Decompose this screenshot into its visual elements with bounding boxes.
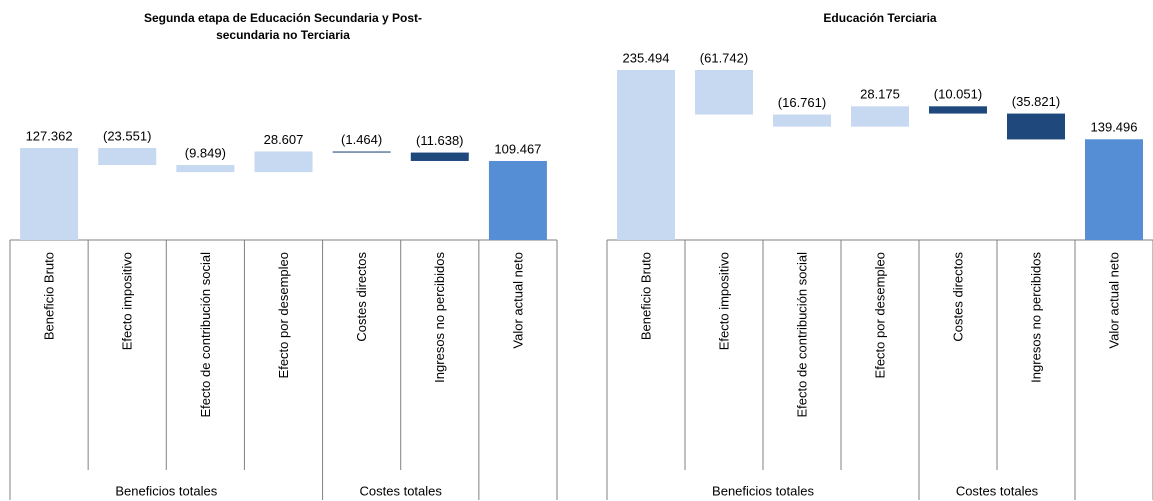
group-label: Beneficios totales (712, 483, 814, 498)
bar (254, 151, 313, 173)
category-label: Efecto impositivo (120, 252, 135, 350)
value-label: 127.362 (26, 128, 73, 143)
bar (1007, 113, 1065, 140)
value-label: 28.607 (264, 132, 304, 147)
bar (332, 151, 391, 153)
category-label: Efecto por desempleo (276, 252, 291, 378)
value-label: (61.742) (700, 50, 748, 65)
category-label: Ingresos no percibidos (432, 252, 447, 383)
bar (1085, 139, 1143, 240)
bar (176, 165, 235, 173)
value-label: (16.761) (778, 95, 826, 110)
group-label: Costes totales (360, 483, 443, 498)
category-label: Ingresos no percibidos (1028, 252, 1043, 383)
bar (617, 69, 675, 241)
value-label: 28.175 (860, 87, 900, 102)
value-label: 235.494 (623, 50, 670, 65)
bar (98, 148, 157, 166)
bar (929, 106, 987, 114)
category-label: Beneficio Bruto (42, 252, 57, 340)
chart-title: Segunda etapa de Educación Secundaria y … (143, 11, 423, 42)
bar (20, 148, 79, 240)
value-label: 109.467 (494, 141, 541, 156)
category-label: Efecto de contribución social (198, 252, 213, 418)
value-label: (11.638) (416, 133, 463, 148)
category-label: Efecto por desempleo (872, 252, 887, 378)
value-label: (35.821) (1012, 94, 1060, 109)
chart-title: Educación Terciaria (823, 11, 937, 25)
group-label: Beneficios totales (115, 483, 217, 498)
bar (773, 114, 831, 127)
value-label: (23.551) (103, 128, 151, 143)
value-label: (9.849) (185, 145, 226, 160)
bar (851, 106, 909, 127)
category-label: Valor actual neto (1106, 252, 1121, 349)
bar (410, 152, 469, 161)
category-label: Costes directos (950, 252, 965, 342)
value-label: 139.496 (1091, 120, 1138, 135)
category-label: Costes directos (354, 252, 369, 342)
bar (695, 69, 753, 115)
category-label: Efecto de contribución social (794, 252, 809, 418)
category-label: Valor actual neto (510, 252, 525, 349)
value-label: (10.051) (934, 87, 982, 102)
group-label: Costes totales (956, 483, 1039, 498)
category-label: Efecto impositivo (716, 252, 731, 350)
value-label: (1.464) (341, 132, 382, 147)
bar (488, 160, 547, 240)
category-label: Beneficio Bruto (638, 252, 653, 340)
